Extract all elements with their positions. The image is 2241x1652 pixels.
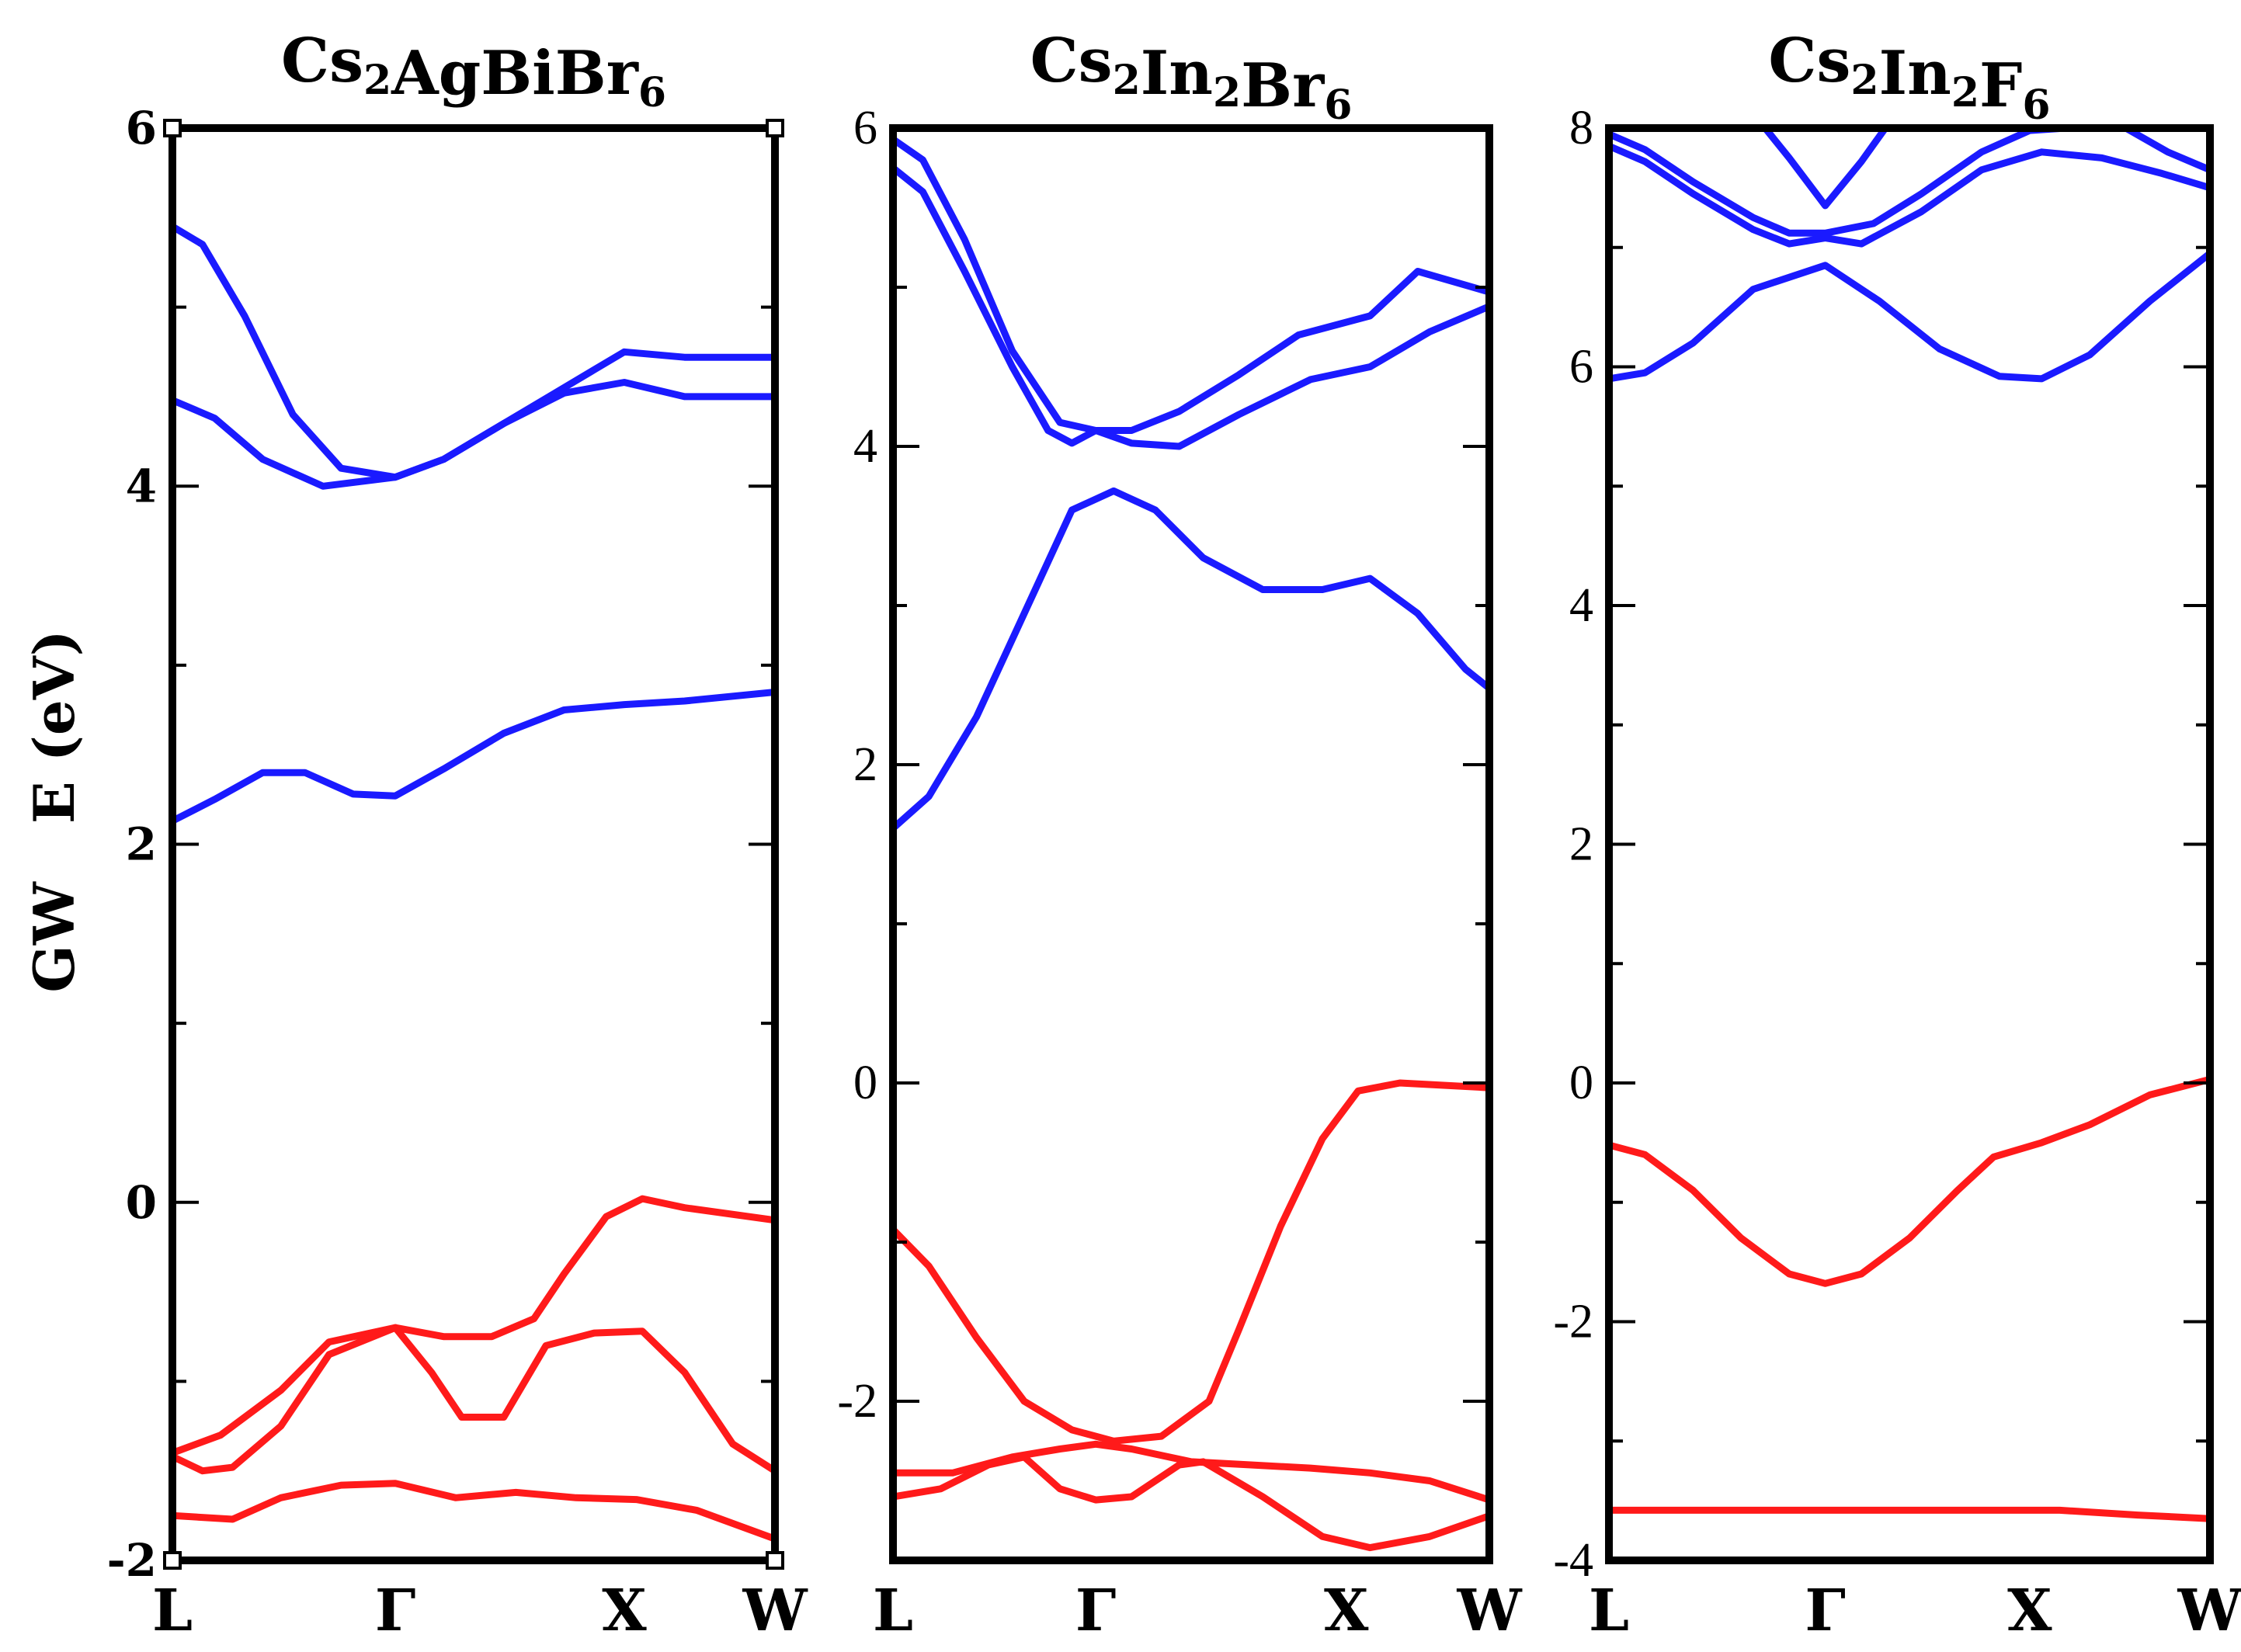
y-tick-label: 4 [126,460,157,512]
band-valence-3 [893,1453,1489,1552]
corner-marker [163,119,182,137]
kpoint-label: L [1589,1577,1629,1644]
y-tick-label: 4 [1569,579,1593,632]
band-conduction-1 [893,135,1489,434]
y-tick-label: 2 [126,818,157,871]
band-valence-1 [172,1195,775,1457]
kpoint-label: W [2177,1577,2241,1644]
axes-frame [889,124,1493,1564]
panel-3: Cs2In2F6 -4 -2 0 2 4 6 8 L Γ X W [1553,26,2241,1644]
band-lines [1609,128,2210,1522]
band-valence-3 [172,1480,775,1543]
band-conduction-2 [893,164,1489,450]
kpoint-label: Γ [1075,1577,1117,1644]
y-tick-label: -2 [107,1534,157,1587]
y-tick-label: 4 [853,420,877,473]
y-tick-label: 6 [1569,341,1593,394]
y-tick-label: 0 [1569,1057,1593,1109]
band-valence-1 [1609,1075,2210,1287]
y-tick-label: -2 [1553,1296,1593,1348]
band-conduction-3 [172,689,775,824]
band-valence-2 [172,1324,775,1475]
band-conduction-3 [893,487,1489,832]
kpoint-label: L [152,1577,193,1644]
y-tick-label: -4 [1553,1534,1593,1587]
y-tick-label: 0 [126,1176,157,1229]
panel-title: Cs2In2Br6 [1030,26,1353,129]
kpoint-label: W [742,1577,808,1644]
panel-title: Cs2AgBiBr6 [281,26,666,116]
band-valence-2 [893,1440,1489,1504]
corner-marker [766,1551,784,1570]
kpoint-label: X [1324,1577,1369,1644]
band-conduction-2 [1609,142,2210,248]
band-conduction-1 [1609,249,2210,383]
band-lines [893,135,1489,1552]
panel-1: Cs2AgBiBr6 -2 0 2 4 6 L Γ X W [107,26,808,1644]
kpoint-label: W [1456,1577,1522,1644]
y-tick-label: 2 [853,738,877,791]
kpoint-label: X [602,1577,647,1644]
y-tick-label: 2 [1569,818,1593,871]
y-tick-label: -2 [837,1375,877,1428]
axes-frame [169,124,779,1564]
kpoint-label: L [873,1577,913,1644]
y-tick-label: 6 [126,102,157,154]
y-tick-label: 0 [853,1057,877,1109]
y-axis-label: GW E (eV) [21,630,87,993]
band-valence-1 [893,1079,1489,1445]
kpoint-label: Γ [375,1577,416,1644]
y-tick-label: 8 [1569,102,1593,154]
panel-2: Cs2In2Br6 -2 0 2 4 6 L Γ X W [837,26,1522,1644]
corner-marker [163,1551,182,1570]
band-conduction-3 [1609,128,2069,237]
band-conduction-2 [172,379,775,490]
kpoint-label: X [2007,1577,2052,1644]
axes-frame [1605,124,2214,1564]
band-lines [172,223,775,1543]
kpoint-label: Γ [1805,1577,1846,1644]
band-valence-2 [1609,1506,2210,1522]
corner-marker [766,119,784,137]
y-tick-label: 6 [853,102,877,154]
band-conduction-5 [2122,128,2210,174]
band-conduction-4 [1761,128,1889,210]
panel-title: Cs2In2F6 [1768,26,2050,129]
